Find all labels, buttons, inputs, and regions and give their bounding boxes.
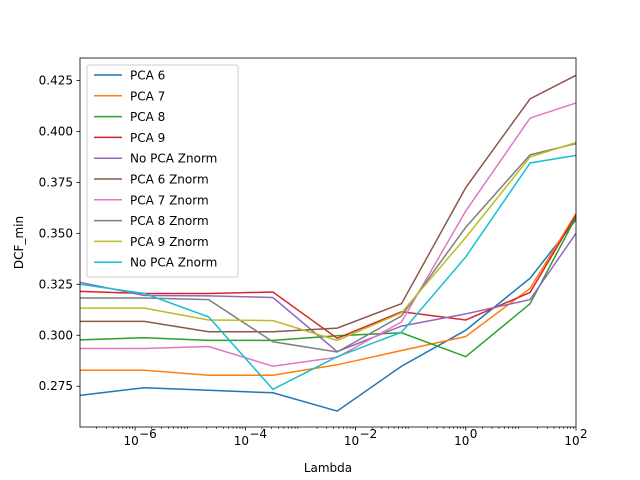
x-axis: 10 −6 10 −4 10 −2 10 0 10 2	[96, 427, 588, 448]
series-line-10	[79, 154, 577, 391]
y-tick-label: 0.350	[39, 226, 73, 240]
x-tick-label: 10	[123, 434, 138, 448]
y-tick-label: 0.275	[39, 379, 73, 393]
series-line-8	[80, 142, 577, 353]
plot-frame	[79, 57, 577, 428]
y-axis-label: DCF_min	[12, 216, 26, 269]
legend-label: PCA 8 Znorm	[130, 214, 209, 228]
legend-label: PCA 8	[130, 110, 165, 124]
y-tick-label: 0.375	[39, 175, 73, 189]
legend-label: PCA 7	[130, 89, 165, 103]
x-tick-exponent: −2	[360, 427, 378, 441]
legend-label: No PCA Znorm	[130, 152, 217, 166]
legend-label: PCA 6	[130, 69, 165, 83]
x-tick-label: 10	[454, 434, 469, 448]
legend-label: PCA 9 Znorm	[130, 235, 209, 249]
legend-box	[86, 64, 239, 278]
x-tick-exponent: 2	[580, 427, 588, 441]
series-line-3	[79, 216, 577, 358]
series-layer	[79, 74, 577, 412]
legend: PCA 6 PCA 7 PCA 8 PCA 9 No PCA Znorm PCA 6 Zn…	[86, 64, 239, 278]
y-tick-label: 0.425	[39, 73, 73, 87]
series-line-1	[79, 219, 577, 412]
x-axis-label: Lambda	[304, 461, 352, 475]
y-tick-label: 0.300	[39, 328, 73, 342]
series-line-6	[80, 74, 577, 333]
series-line-4	[79, 214, 577, 340]
x-tick-label: 10	[564, 434, 579, 448]
x-tick-exponent: −4	[249, 427, 267, 441]
legend-label: No PCA Znorm	[130, 256, 217, 270]
y-axis: 0.275 0.300 0.325 0.350 0.375 0.400 0.425	[39, 73, 80, 393]
series-line-9	[80, 141, 577, 342]
legend-label: PCA 9	[130, 131, 165, 145]
y-tick-label: 0.400	[39, 124, 73, 138]
y-tick-label: 0.325	[39, 277, 73, 291]
x-tick-label: 10	[234, 434, 249, 448]
legend-label: PCA 7 Znorm	[130, 193, 209, 207]
x-tick-exponent: 0	[470, 427, 478, 441]
x-tick-label: 10	[344, 434, 359, 448]
legend-label: PCA 6 Znorm	[130, 173, 209, 187]
x-tick-exponent: −6	[139, 427, 157, 441]
